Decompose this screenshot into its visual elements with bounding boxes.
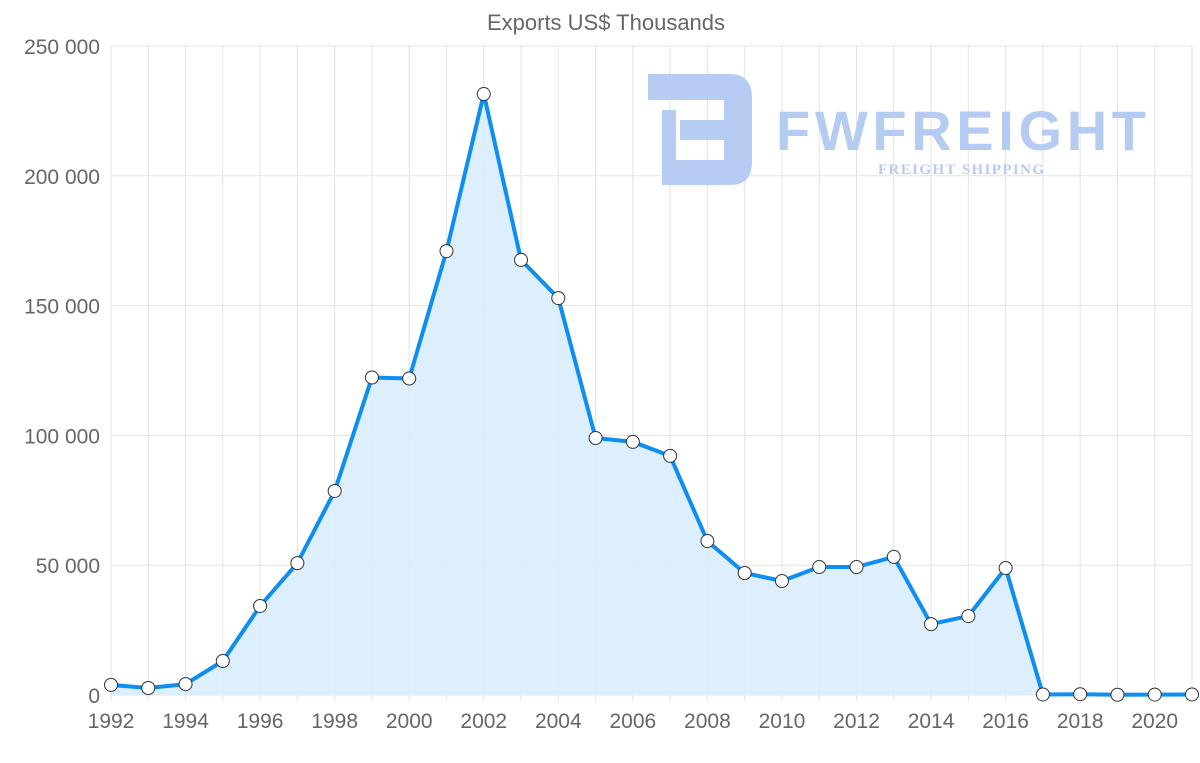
data-point-2006[interactable] xyxy=(625,434,640,449)
data-point-2010[interactable] xyxy=(774,574,789,589)
x-tick-label: 2010 xyxy=(759,710,806,733)
data-point-2018[interactable] xyxy=(1073,687,1088,702)
data-point-1996[interactable] xyxy=(253,598,268,613)
data-point-2016[interactable] xyxy=(998,561,1013,576)
chart-title: Exports US$ Thousands xyxy=(487,10,725,35)
y-tick-label: 250 000 xyxy=(24,36,100,59)
data-point-2001[interactable] xyxy=(439,244,454,259)
data-point-1994[interactable] xyxy=(178,677,193,692)
x-tick-label: 2014 xyxy=(908,710,955,733)
x-tick-label: 2020 xyxy=(1131,710,1178,733)
x-tick-label: 2000 xyxy=(386,710,433,733)
data-point-2015[interactable] xyxy=(961,609,976,624)
x-tick-label: 2006 xyxy=(610,710,657,733)
data-point-1998[interactable] xyxy=(327,483,342,498)
data-point-2014[interactable] xyxy=(924,617,939,632)
data-point-1997[interactable] xyxy=(290,556,305,571)
data-point-2020[interactable] xyxy=(1147,687,1162,702)
data-point-2012[interactable] xyxy=(849,560,864,575)
x-tick-label: 2018 xyxy=(1057,710,1104,733)
data-point-2007[interactable] xyxy=(663,448,678,463)
y-tick-label: 100 000 xyxy=(24,425,100,448)
data-point-2003[interactable] xyxy=(514,252,529,267)
x-tick-label: 2002 xyxy=(460,710,507,733)
series-line xyxy=(110,92,1193,697)
x-tick-label: 1992 xyxy=(88,710,135,733)
x-tick-label: 2016 xyxy=(982,710,1029,733)
data-point-2017[interactable] xyxy=(1035,687,1050,702)
x-tick-label: 1994 xyxy=(162,710,209,733)
watermark-logo: FWFREIGHT FREIGHT SHIPPING xyxy=(648,74,1146,185)
data-point-2000[interactable] xyxy=(402,371,417,386)
area-fill xyxy=(111,94,1192,695)
data-point-1993[interactable] xyxy=(141,680,156,695)
data-point-2002[interactable] xyxy=(476,87,491,102)
data-point-2013[interactable] xyxy=(886,549,901,564)
data-point-1992[interactable] xyxy=(104,677,118,692)
x-tick-label: 2012 xyxy=(833,710,880,733)
watermark-brand: FWFREIGHT xyxy=(776,99,1146,162)
x-tick-label: 2004 xyxy=(535,710,582,733)
logo-mark-icon xyxy=(648,74,752,185)
y-tick-label: 0 xyxy=(88,685,100,708)
data-point-1995[interactable] xyxy=(215,653,230,668)
data-point-2011[interactable] xyxy=(812,560,827,575)
data-point-1999[interactable] xyxy=(364,370,379,385)
data-point-2021[interactable] xyxy=(1185,687,1199,702)
y-tick-label: 150 000 xyxy=(24,296,100,319)
data-point-2019[interactable] xyxy=(1110,687,1125,702)
x-tick-label: 1996 xyxy=(237,710,284,733)
y-tick-label: 200 000 xyxy=(24,166,100,189)
data-point-2008[interactable] xyxy=(700,534,715,549)
data-point-2009[interactable] xyxy=(737,565,752,580)
watermark-tagline: FREIGHT SHIPPING xyxy=(878,162,1044,178)
data-point-2005[interactable] xyxy=(588,430,603,445)
y-tick-label: 50 000 xyxy=(36,555,100,578)
x-tick-label: 1998 xyxy=(311,710,358,733)
data-point-2004[interactable] xyxy=(551,291,566,306)
x-tick-label: 2008 xyxy=(684,710,731,733)
